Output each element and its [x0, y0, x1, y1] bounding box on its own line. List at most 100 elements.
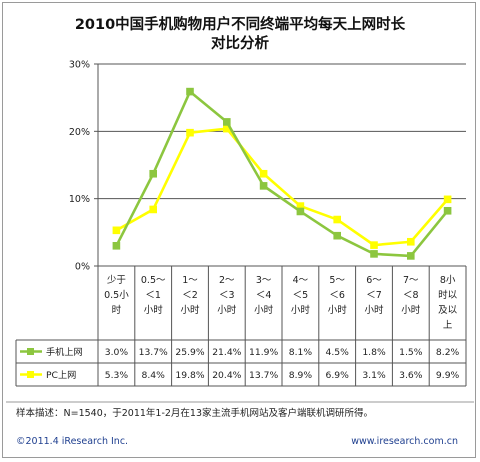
data-point-pc	[186, 128, 194, 137]
copyright-text: ©2011.4 iResearch Inc.	[16, 436, 128, 447]
category-label: 1～ ＜2 小时	[180, 275, 200, 316]
category-label-line: 4～	[293, 275, 309, 286]
data-point-pc	[370, 241, 378, 249]
table-cell: 21.4%	[212, 347, 241, 358]
data-point-pc	[333, 215, 341, 224]
category-label-line: 小时	[180, 304, 200, 316]
y-tick-label: 20%	[69, 127, 90, 138]
category-label-line: 3～	[256, 275, 272, 286]
category-label-line: ＜5	[293, 290, 309, 301]
category-label-line: 小时	[254, 304, 274, 316]
table-cell: 13.7%	[139, 347, 168, 358]
category-label-line: 1～	[182, 275, 198, 286]
category-label: 少于 0.5小时	[104, 275, 129, 316]
category-label-line: 上	[443, 320, 453, 331]
y-tick-label: 10%	[69, 194, 90, 205]
category-label-line: 7～	[403, 275, 419, 286]
table-cell: 3.0%	[105, 347, 129, 358]
category-label-line: ＜4	[256, 290, 272, 301]
table-cell: 5.3%	[105, 370, 129, 381]
chart-title-line-2: 对比分析	[211, 34, 269, 52]
category-label-line: 少于	[107, 275, 126, 286]
series-lines	[112, 87, 452, 260]
table-cell: 8.2%	[436, 347, 460, 358]
category-label-line: 8小	[440, 275, 456, 286]
data-point-pc	[296, 202, 305, 210]
series-line-mobile	[115, 90, 449, 258]
table-cell: 9.9%	[436, 370, 460, 381]
table-cell: 8.4%	[142, 370, 166, 381]
table-cell: 11.9%	[249, 347, 278, 358]
data-point-pc	[259, 169, 268, 178]
category-label-line: 小时	[144, 304, 164, 316]
table-cell: 6.9%	[326, 370, 350, 381]
category-label-line: 小时	[217, 304, 237, 316]
category-label: 4～ ＜5 小时	[291, 275, 311, 316]
category-label: 6～ ＜7 小时	[364, 275, 384, 316]
table-cell: 8.1%	[289, 347, 313, 358]
category-label: 7～ ＜8 小时	[401, 275, 421, 316]
table-cell: 3.1%	[362, 370, 386, 381]
category-label: 0.5～ ＜1 小时	[141, 275, 166, 316]
table-cell: 8.9%	[289, 370, 313, 381]
category-label-line: ＜6	[329, 290, 345, 301]
y-tick-label: 30%	[69, 60, 90, 71]
data-point-mobile	[149, 169, 157, 178]
y-axis: 0% 10% 20% 30%	[69, 60, 99, 273]
legend-label-pc: PC上网	[46, 370, 76, 381]
category-label: 3～ ＜4 小时	[254, 275, 274, 316]
category-label-line: 及以	[438, 305, 458, 316]
category-label-line: 时	[112, 304, 122, 316]
plot-area	[98, 64, 466, 266]
category-label-line: ＜7	[366, 290, 382, 301]
sample-footnote: 样本描述：N=1540，于2011年1-2月在13家主流手机网站及客户端联机调研…	[16, 407, 373, 419]
table-cell: 3.6%	[399, 370, 423, 381]
table-cell: 13.7%	[249, 370, 278, 381]
data-table: 少于0.5小时0.5～＜1小时1～＜2小时2～＜3小时3～＜4小时4～＜5小时5…	[15, 265, 467, 387]
category-label-line: 0.5小	[104, 290, 129, 301]
category-label-line: 5～	[329, 275, 345, 286]
website-text: www.iresearch.com.cn	[351, 436, 458, 447]
data-point-pc	[443, 195, 452, 204]
category-label-line: ＜8	[403, 290, 419, 301]
table-cell: 19.8%	[175, 370, 204, 381]
data-point-mobile	[296, 207, 305, 216]
data-point-mobile	[333, 231, 341, 240]
data-point-pc	[112, 226, 121, 235]
legend-marker-mobile	[27, 348, 34, 355]
data-point-mobile	[186, 87, 194, 96]
data-point-pc	[149, 205, 157, 214]
category-label-line: 小时	[364, 304, 384, 316]
category-label-line: 时以	[438, 289, 458, 301]
data-point-mobile	[370, 250, 378, 258]
legend-marker-pc	[27, 371, 34, 378]
data-point-pc	[223, 124, 231, 133]
series-line-pc	[115, 127, 449, 247]
category-label-line: 小时	[291, 304, 311, 316]
category-label-line: 2～	[219, 275, 235, 286]
data-point-pc	[407, 237, 415, 246]
category-label-line: ＜1	[145, 290, 161, 301]
chart-title-line-1: 2010中国手机购物用户不同终端平均每天上网时长	[75, 15, 406, 33]
y-tick-label: 0%	[75, 262, 90, 273]
data-point-mobile	[112, 242, 121, 250]
category-label-line: 小时	[328, 304, 348, 316]
category-label-line: 小时	[401, 304, 421, 316]
table-cell: 25.9%	[175, 347, 204, 358]
category-label: 5～ ＜6 小时	[328, 275, 348, 316]
category-label: 2～ ＜3 小时	[217, 275, 237, 316]
legend-label-mobile: 手机上网	[46, 346, 83, 358]
table-cell: 1.8%	[362, 347, 386, 358]
table-cell: 20.4%	[212, 370, 241, 381]
category-label-line: 6～	[366, 275, 382, 286]
table-cell: 1.5%	[399, 347, 423, 358]
table-cell: 4.5%	[326, 347, 350, 358]
gridlines	[98, 63, 466, 267]
category-label-line: 0.5～	[141, 275, 166, 286]
category-label-line: ＜3	[219, 290, 235, 301]
data-point-mobile	[223, 118, 231, 126]
category-label-line: ＜2	[182, 290, 198, 301]
data-point-mobile	[407, 252, 415, 260]
